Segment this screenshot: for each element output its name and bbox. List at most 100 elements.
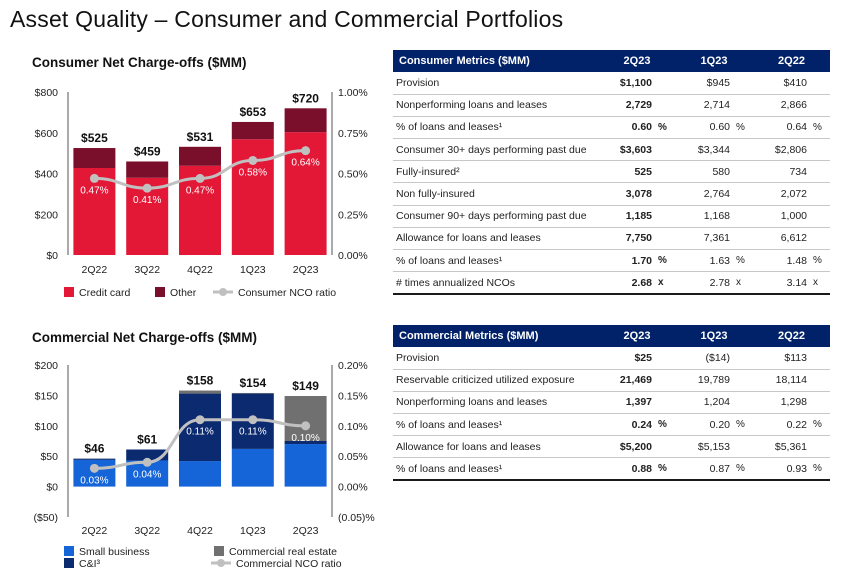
cell-value: 0.20 <box>675 413 733 437</box>
row-label: Nonperforming loans and leases <box>393 391 599 415</box>
table-row: Nonperforming loans and leases 1,397 1,204… <box>393 391 830 415</box>
cell-value: $5,200 <box>599 435 655 459</box>
row-label: Nonperforming loans and leases <box>393 94 599 117</box>
cell-unit <box>733 369 753 392</box>
row-label: % of loans and leases¹ <box>393 116 599 140</box>
cell-value: 3.14 <box>753 271 810 295</box>
cell-unit <box>810 138 830 162</box>
row-label: % of loans and leases¹ <box>393 457 599 482</box>
bar-total-label: $459 <box>134 144 161 158</box>
y2-tick-label: 1.00% <box>338 87 368 99</box>
cell-value: $410 <box>753 72 810 95</box>
table-row: Allowance for loans and leases 7,750 7,361… <box>393 227 830 251</box>
cell-unit: x <box>733 271 753 295</box>
cell-value: 2,764 <box>675 182 733 206</box>
cell-value: 7,361 <box>675 227 733 251</box>
legend-marker <box>217 559 225 567</box>
nco-ratio-point <box>248 155 258 165</box>
cell-value: $2,806 <box>753 138 810 162</box>
cell-value: 2,714 <box>675 94 733 117</box>
cell-unit: % <box>810 457 830 482</box>
cell-value: $1,100 <box>599 72 655 95</box>
cell-unit <box>655 435 675 459</box>
category-label: 2Q23 <box>293 264 319 276</box>
cell-value: 0.24 <box>599 413 655 437</box>
bar-total-label: $531 <box>187 130 214 144</box>
bar-segment <box>284 396 327 441</box>
cell-unit: % <box>733 249 753 273</box>
cell-unit <box>810 160 830 184</box>
row-label: Allowance for loans and leases <box>393 435 599 459</box>
bar-total-label: $46 <box>84 442 104 456</box>
cell-unit <box>655 160 675 184</box>
bar-segment <box>284 441 327 445</box>
category-label: 3Q22 <box>134 525 160 537</box>
cell-value: 0.93 <box>753 457 810 482</box>
legend-label: Other <box>170 287 197 299</box>
cell-value: 734 <box>753 160 810 184</box>
bar-total-label: $158 <box>187 374 214 388</box>
y2-tick-label: (0.05)% <box>338 512 375 524</box>
table-row: % of loans and leases¹ 0.24% 0.20% 0.22% <box>393 413 830 437</box>
nco-ratio-label: 0.58% <box>239 167 267 178</box>
cell-value: ($14) <box>675 347 733 370</box>
row-label: Consumer 30+ days performing past due <box>393 138 599 162</box>
nco-ratio-label: 0.41% <box>133 195 161 206</box>
y2-tick-label: 0.50% <box>338 169 368 181</box>
cell-unit <box>733 138 753 162</box>
cell-value: $25 <box>599 347 655 370</box>
cell-value: $113 <box>753 347 810 370</box>
cell-unit <box>810 369 830 392</box>
bar-segment <box>73 458 116 460</box>
commercial-table-header: Commercial Metrics ($MM) 2Q23 1Q23 2Q22 <box>393 325 830 347</box>
row-label: # times annualized NCOs <box>393 271 599 295</box>
consumer-header-1q23: 1Q23 <box>675 50 753 72</box>
cell-value: 1,397 <box>599 391 655 415</box>
consumer-nco-chart: $800 $600 $400 $200 $0 1.00% 0.75% 0.50% 0.25% 0.… <box>35 87 368 299</box>
cell-unit <box>655 205 675 228</box>
bar-segment <box>126 449 169 461</box>
cell-value: $945 <box>675 72 733 95</box>
cell-unit <box>733 435 753 459</box>
cell-unit: % <box>733 116 753 140</box>
legend-label: Commercial NCO ratio <box>236 558 342 570</box>
table-row: Reservable criticized utilized exposure 2… <box>393 369 830 392</box>
row-label: Fully-insured² <box>393 160 599 184</box>
row-label: % of loans and leases¹ <box>393 249 599 273</box>
cell-value: 2,072 <box>753 182 810 206</box>
cell-unit <box>655 369 675 392</box>
cell-unit <box>733 182 753 206</box>
y-tick-label: $50 <box>40 451 58 463</box>
category-label: 1Q23 <box>240 525 266 537</box>
cell-value: 1,204 <box>675 391 733 415</box>
legend-label: Consumer NCO ratio <box>238 287 336 299</box>
legend-swatch <box>64 546 74 556</box>
y2-tick-label: 0.75% <box>338 128 368 140</box>
cell-value: $3,344 <box>675 138 733 162</box>
nco-ratio-point <box>142 183 152 193</box>
nco-ratio-label: 0.64% <box>291 158 319 169</box>
row-label: Consumer 90+ days performing past due <box>393 205 599 228</box>
cell-unit: % <box>655 116 675 140</box>
cell-value: 0.64 <box>753 116 810 140</box>
row-label: Provision <box>393 72 599 95</box>
cell-unit: % <box>810 249 830 273</box>
cell-unit: % <box>810 116 830 140</box>
bar-segment <box>231 392 274 394</box>
legend-label: Commercial real estate <box>229 546 337 558</box>
nco-ratio-point <box>195 173 205 183</box>
commercial-chart-title: Commercial Net Charge-offs ($MM) <box>32 330 258 345</box>
y-tick-label: $200 <box>35 209 59 221</box>
cell-value: $5,153 <box>675 435 733 459</box>
cell-unit <box>733 94 753 117</box>
cell-unit <box>810 182 830 206</box>
consumer-header-2q23: 2Q23 <box>599 50 675 72</box>
nco-ratio-label: 0.10% <box>291 433 319 444</box>
table-row: Provision $25 ($14) $113 <box>393 347 830 370</box>
cell-unit <box>733 205 753 228</box>
category-label: 1Q23 <box>240 264 266 276</box>
category-label: 4Q22 <box>187 264 213 276</box>
commercial-metrics-table: Commercial Metrics ($MM) 2Q23 1Q23 2Q22 … <box>393 325 830 482</box>
cell-value: 21,469 <box>599 369 655 392</box>
cell-value: 0.87 <box>675 457 733 482</box>
